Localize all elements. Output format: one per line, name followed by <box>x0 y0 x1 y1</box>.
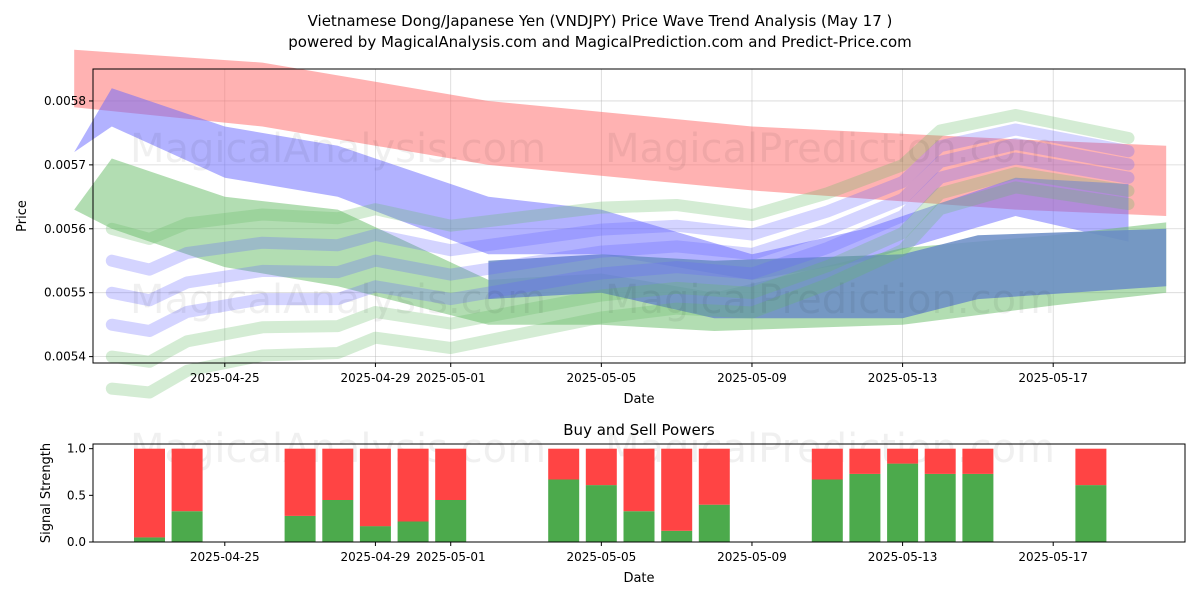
buy-bar <box>397 521 429 542</box>
signal-x-tick-label: 2025-05-09 <box>717 550 787 564</box>
y-tick-label: 0.0056 <box>44 222 86 236</box>
buy-bar <box>962 473 994 542</box>
x-tick-label: 2025-05-05 <box>566 371 636 385</box>
sell-bar <box>359 448 391 527</box>
signal-x-tick-label: 2025-05-01 <box>416 550 486 564</box>
sell-bar <box>585 448 617 486</box>
wave-line <box>105 167 1135 368</box>
price-x-label: Date <box>623 392 654 407</box>
sell-bar <box>322 448 354 500</box>
wave-line <box>105 138 1135 307</box>
signal-x-tick-label: 2025-04-25 <box>190 550 260 564</box>
buy-bar <box>1075 485 1107 542</box>
buy-bar <box>322 500 354 542</box>
signal-x-label: Date <box>623 571 654 586</box>
buy-bar <box>585 485 617 542</box>
sell-bar <box>397 448 429 522</box>
signal-bars <box>134 448 1107 542</box>
x-tick-label: 2025-05-09 <box>717 371 787 385</box>
sell-bar <box>435 448 467 500</box>
watermark-analysis: MagicalAnalysis.com <box>130 126 546 172</box>
x-tick-label: 2025-05-17 <box>1018 371 1088 385</box>
x-tick-label: 2025-05-13 <box>868 371 938 385</box>
x-tick-label: 2025-04-29 <box>341 371 411 385</box>
sell-bar <box>548 448 580 480</box>
wave-line <box>105 123 1135 276</box>
buy-bar <box>623 511 655 542</box>
wave-line <box>105 109 1135 245</box>
signal-y-tick-label: 1.0 <box>67 442 86 456</box>
signal-x-ticks: 2025-04-25 2025-04-29 2025-05-01 2025-05-05… <box>190 542 1088 564</box>
signal-x-tick-label: 2025-05-05 <box>566 550 636 564</box>
buy-bar <box>435 500 467 542</box>
price-y-ticks: 0.0054 0.0055 0.0056 0.0057 0.0058 <box>44 94 93 364</box>
buy-bar <box>359 526 391 542</box>
sell-bar <box>887 448 919 464</box>
signal-y-ticks: 0.0 0.5 1.0 <box>67 442 93 549</box>
buy-bar <box>284 515 316 542</box>
wave-line <box>105 152 1135 337</box>
buy-bar <box>924 473 956 542</box>
buy-bar <box>849 473 881 542</box>
signal-x-tick-label: 2025-04-29 <box>341 550 411 564</box>
buy-bar <box>661 530 693 542</box>
sell-bar <box>623 448 655 512</box>
chart-title: Vietnamese Dong/Japanese Yen (VNDJPY) Pr… <box>308 12 893 30</box>
price-x-ticks: 2025-04-25 2025-04-29 2025-05-01 2025-05-05… <box>190 363 1088 385</box>
y-tick-label: 0.0055 <box>44 286 86 300</box>
price-bands <box>74 49 1167 331</box>
sell-bar <box>924 448 956 474</box>
x-tick-label: 2025-05-01 <box>416 371 486 385</box>
sell-bar <box>284 448 316 516</box>
sell-bar <box>661 448 693 531</box>
buy-bar <box>698 504 730 542</box>
signal-title: Buy and Sell Powers <box>563 421 715 439</box>
y-tick-label: 0.0057 <box>44 158 86 172</box>
sell-bar <box>811 448 843 480</box>
watermark-prediction: MagicalPrediction.com <box>605 126 1055 172</box>
buy-bar <box>548 479 580 542</box>
sell-bar <box>698 448 730 505</box>
sell-bar <box>134 448 165 538</box>
band-red <box>74 49 1167 216</box>
x-tick-label: 2025-04-25 <box>190 371 260 385</box>
buy-bar <box>171 511 203 542</box>
price-axes-frame <box>92 68 1186 364</box>
y-tick-label: 0.0058 <box>44 94 86 108</box>
chart-subtitle: powered by MagicalAnalysis.com and Magic… <box>288 33 912 51</box>
signal-panel: Buy and Sell Powers MagicalAnalysis.com … <box>39 421 1186 586</box>
band-blue <box>74 88 1129 280</box>
price-panel: MagicalAnalysis.com MagicalPrediction.co… <box>15 49 1186 407</box>
watermark-prediction-2: MagicalPrediction.com <box>605 277 1055 323</box>
y-tick-label: 0.0054 <box>44 350 86 364</box>
buy-bar <box>811 479 843 542</box>
band-steel <box>488 228 1167 319</box>
signal-y-tick-label: 0.5 <box>67 488 86 502</box>
signal-x-tick-label: 2025-05-13 <box>868 550 938 564</box>
sell-bar <box>849 448 881 474</box>
signal-axes-frame <box>92 443 1186 543</box>
buy-bar <box>134 537 165 542</box>
sell-bar <box>1075 448 1107 486</box>
signal-y-tick-label: 0.0 <box>67 535 86 549</box>
signal-y-label: Signal Strength <box>39 443 54 543</box>
signal-x-tick-label: 2025-05-17 <box>1018 550 1088 564</box>
sell-bar <box>962 448 994 474</box>
buy-bar <box>887 463 919 542</box>
price-y-label: Price <box>15 200 30 232</box>
watermark-analysis-2: MagicalAnalysis.com <box>130 277 546 323</box>
sell-bar <box>171 448 203 512</box>
